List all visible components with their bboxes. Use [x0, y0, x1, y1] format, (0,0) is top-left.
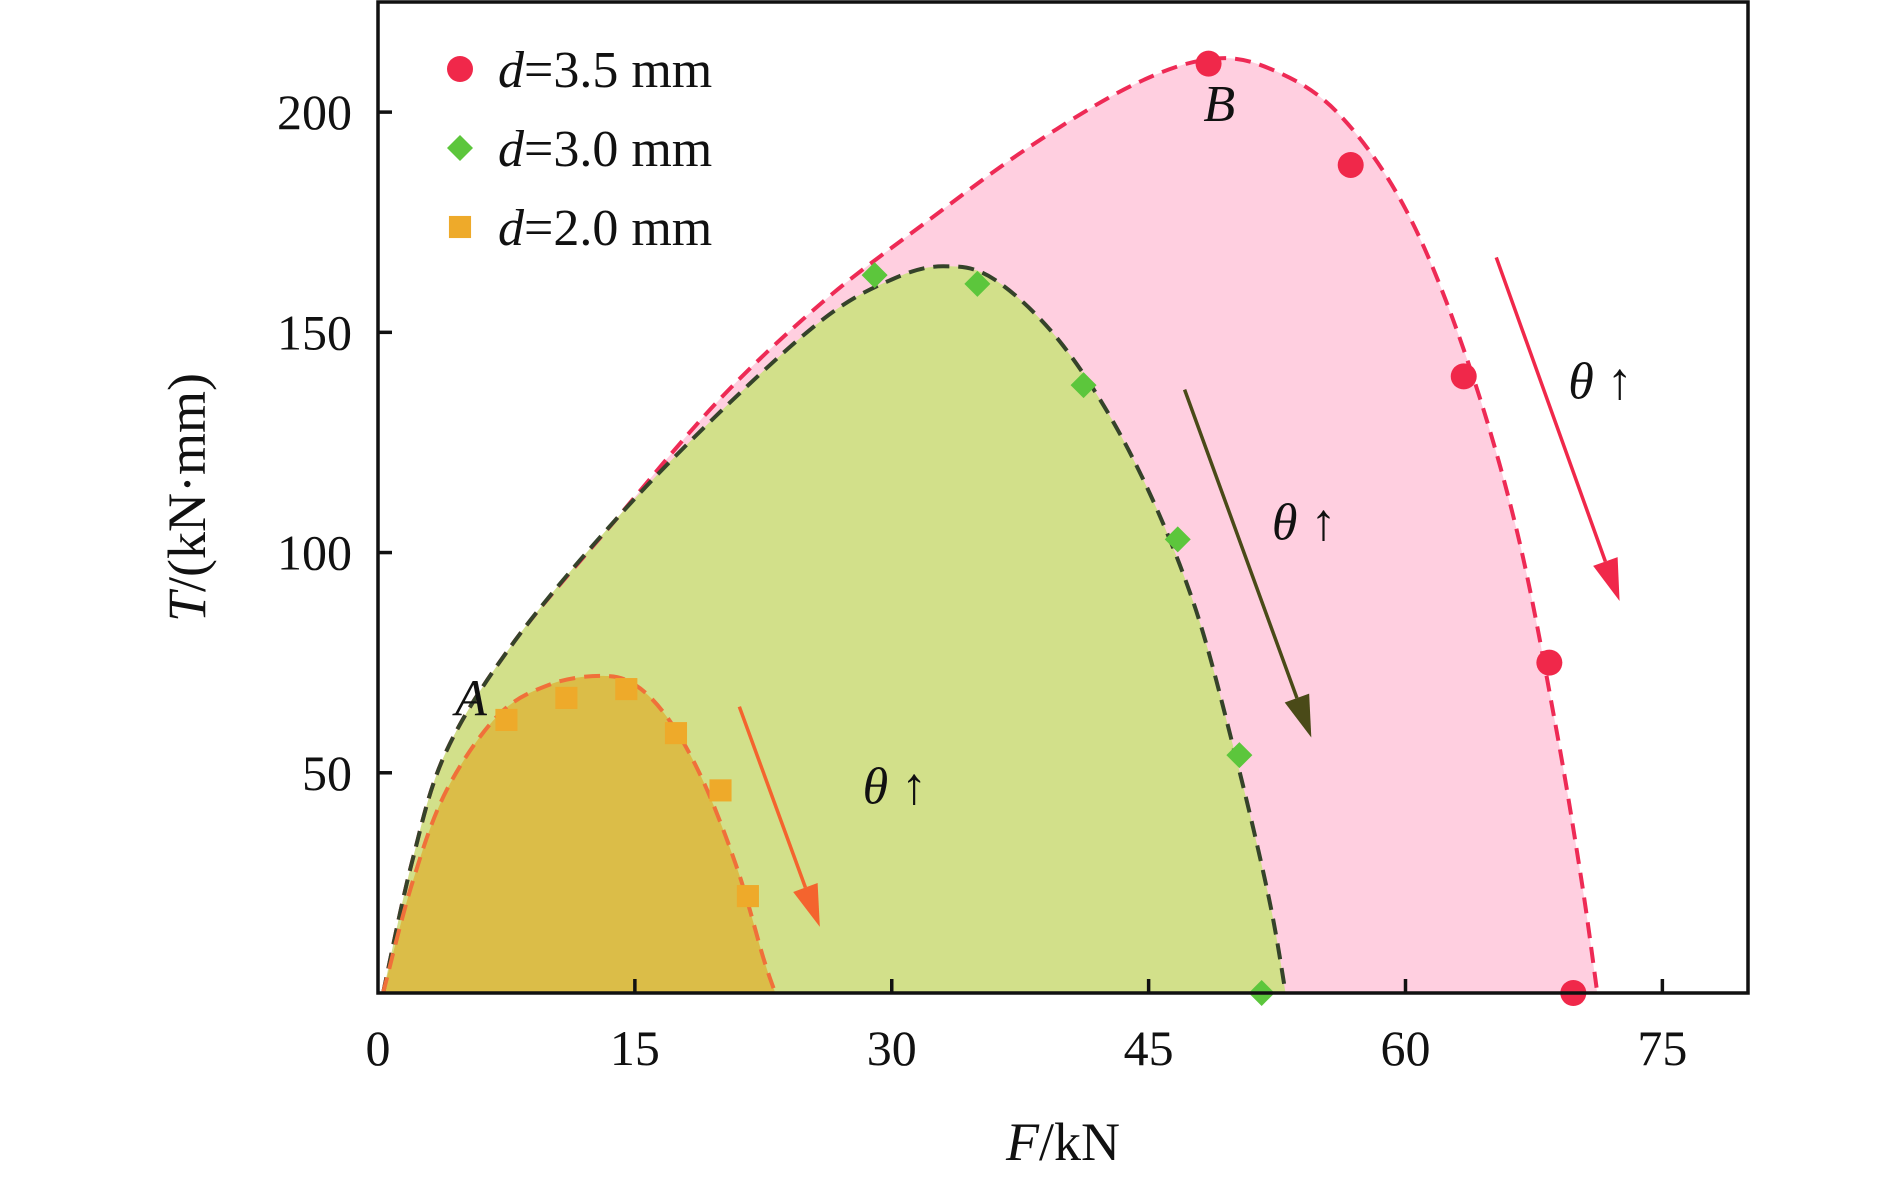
annotation-label: B: [1203, 76, 1235, 133]
arrow-head: [1593, 557, 1620, 602]
arrow-line: [737, 706, 808, 889]
y-tick-label: 150: [277, 304, 352, 360]
annotations: A Bθ ↑ θ ↑ θ ↑: [452, 76, 1633, 816]
x-tick-label: 0: [366, 1020, 391, 1076]
data-point: [1450, 363, 1477, 390]
data-point: [709, 779, 732, 802]
x-tick-label: 30: [867, 1020, 917, 1076]
arrow-line: [1494, 256, 1608, 563]
data-point: [448, 215, 472, 239]
fit-curve: [381, 264, 1288, 993]
y-tick-label: 50: [302, 745, 352, 801]
legend-entry: d=2.0 mm: [498, 200, 712, 257]
axis-labels: F/kN T/(kN·mm): [157, 373, 1120, 1172]
arrow-head: [1284, 693, 1312, 738]
annotation-label: θ ↑: [1568, 353, 1633, 410]
x-tick-label: 45: [1124, 1020, 1174, 1076]
annotation-label: θ ↑: [863, 759, 928, 816]
legend-entry: d=3.5 mm: [498, 42, 712, 99]
annotation-arrows: [737, 256, 1620, 927]
x-axis-label: F/kN: [1005, 1112, 1120, 1172]
legend-entry: d=3.0 mm: [498, 121, 712, 178]
series-area: [383, 675, 776, 993]
data-point: [736, 885, 759, 908]
data-point: [447, 135, 473, 161]
y-tick-label: 100: [277, 525, 352, 581]
annotation-label: θ ↑: [1272, 494, 1337, 551]
arrow-line: [1182, 388, 1299, 699]
data-point: [1070, 372, 1097, 399]
arrow-head: [793, 883, 820, 927]
y-axis-label: T/(kN·mm): [157, 373, 217, 622]
data-point: [555, 686, 578, 709]
x-tick-label: 60: [1381, 1020, 1431, 1076]
x-tick-label: 75: [1637, 1020, 1687, 1076]
data-point: [1226, 742, 1253, 769]
data-point: [495, 708, 518, 731]
x-tick-label: 15: [610, 1020, 660, 1076]
data-point: [1536, 649, 1563, 676]
series-fills: [383, 58, 1598, 993]
data-point: [664, 722, 688, 745]
annotation-label: A: [452, 671, 487, 728]
fit-curves: [381, 56, 1600, 993]
fit-curve: [381, 673, 778, 993]
data-point: [1195, 50, 1222, 77]
data-point: [964, 270, 991, 297]
data-point: [861, 262, 888, 289]
data-point: [1164, 526, 1191, 553]
data-point: [1337, 151, 1364, 178]
axis-ticks: 0 15 30 45 60 75 50 100 150 200: [277, 84, 1687, 1076]
plot-frame: [376, 0, 1750, 995]
y-tick-label: 200: [277, 84, 352, 140]
data-point: [447, 56, 473, 82]
data-point: [615, 678, 638, 701]
legend: d=3.5 mm d=3.0 mm d=2.0 mm: [447, 42, 712, 257]
